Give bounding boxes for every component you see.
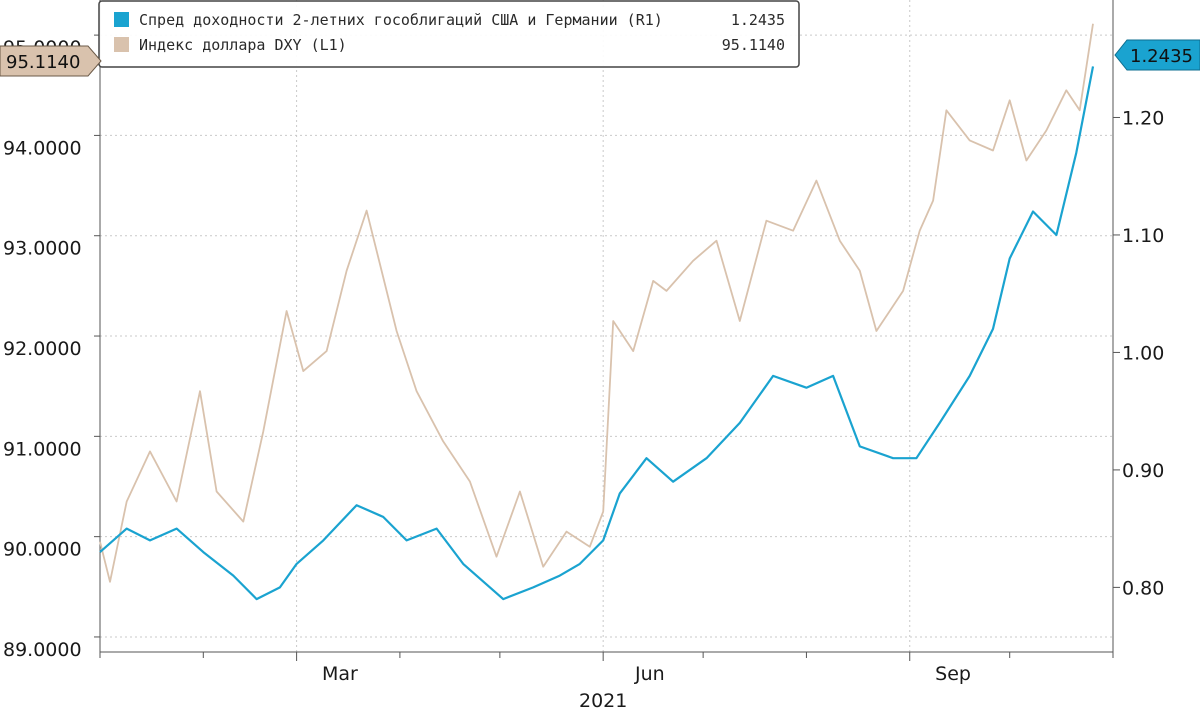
left-tick-label: 94.0000 xyxy=(3,137,82,159)
legend-value-spread: 1.2435 xyxy=(731,11,785,29)
plot-frame xyxy=(94,0,1120,661)
series-line-dxy xyxy=(99,23,1094,583)
left-tick-label: 92.0000 xyxy=(3,338,82,360)
legend-value-dxy: 95.1140 xyxy=(722,36,785,54)
x-tick-label: Mar xyxy=(322,663,358,685)
legend-swatch-spread xyxy=(114,12,129,27)
series-line-spread xyxy=(99,66,1095,601)
x-tick-label: Sep xyxy=(935,663,971,685)
badge-spread-shape xyxy=(1114,39,1200,71)
last-value-badge-dxy: 95.1140 xyxy=(0,45,102,77)
left-tick-label: 91.0000 xyxy=(3,438,82,460)
right-tick-label: 1.00 xyxy=(1122,342,1164,364)
badge-spread-text: 1.2435 xyxy=(1130,46,1193,67)
right-tick-label: 0.80 xyxy=(1122,577,1164,599)
right-tick-label: 1.20 xyxy=(1122,107,1164,129)
right-tick-label: 1.10 xyxy=(1122,225,1164,247)
right-tick-label: 0.90 xyxy=(1122,460,1164,482)
axis-labels: 89.0000 90.0000 91.0000 92.0000 93.0000 94.00… xyxy=(3,37,1164,712)
gridlines xyxy=(100,0,1113,652)
left-tick-label: 90.0000 xyxy=(3,539,82,561)
legend-swatch-dxy xyxy=(114,37,129,52)
x-tick-label: Jun xyxy=(634,663,665,685)
legend-label-dxy: Индекс доллара DXY (L1) xyxy=(139,36,347,54)
badge-dxy-shape xyxy=(0,45,102,77)
last-value-badge-spread: 1.2435 xyxy=(1114,39,1200,71)
badge-dxy-text: 95.1140 xyxy=(6,52,80,73)
series-lines xyxy=(99,23,1095,601)
left-tick-label: 93.0000 xyxy=(3,238,82,260)
left-tick-label: 89.0000 xyxy=(3,639,82,661)
x-year-label: 2021 xyxy=(579,690,627,712)
legend-label-spread: Спред доходности 2-летних гособлигаций С… xyxy=(139,11,663,29)
legend: Спред доходности 2-летних гособлигаций С… xyxy=(98,0,800,68)
legend-box xyxy=(98,0,800,68)
